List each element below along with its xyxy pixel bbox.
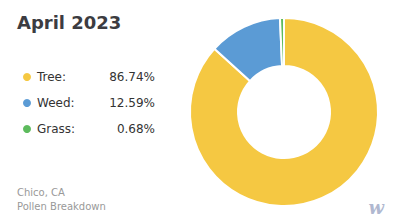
svg-text:12.59%: 12.59% bbox=[109, 96, 155, 110]
svg-text:Tree:: Tree: bbox=[36, 70, 66, 84]
svg-text:86.74%: 86.74% bbox=[109, 70, 155, 84]
svg-text:Chico, CA: Chico, CA bbox=[17, 187, 65, 198]
svg-text:Weed:: Weed: bbox=[37, 96, 75, 110]
svg-text:w: w bbox=[369, 197, 386, 218]
svg-text:Pollen Breakdown: Pollen Breakdown bbox=[17, 201, 106, 212]
svg-text:Grass:: Grass: bbox=[37, 122, 75, 136]
svg-text:April 2023: April 2023 bbox=[17, 12, 121, 33]
svg-text:0.68%: 0.68% bbox=[117, 122, 155, 136]
